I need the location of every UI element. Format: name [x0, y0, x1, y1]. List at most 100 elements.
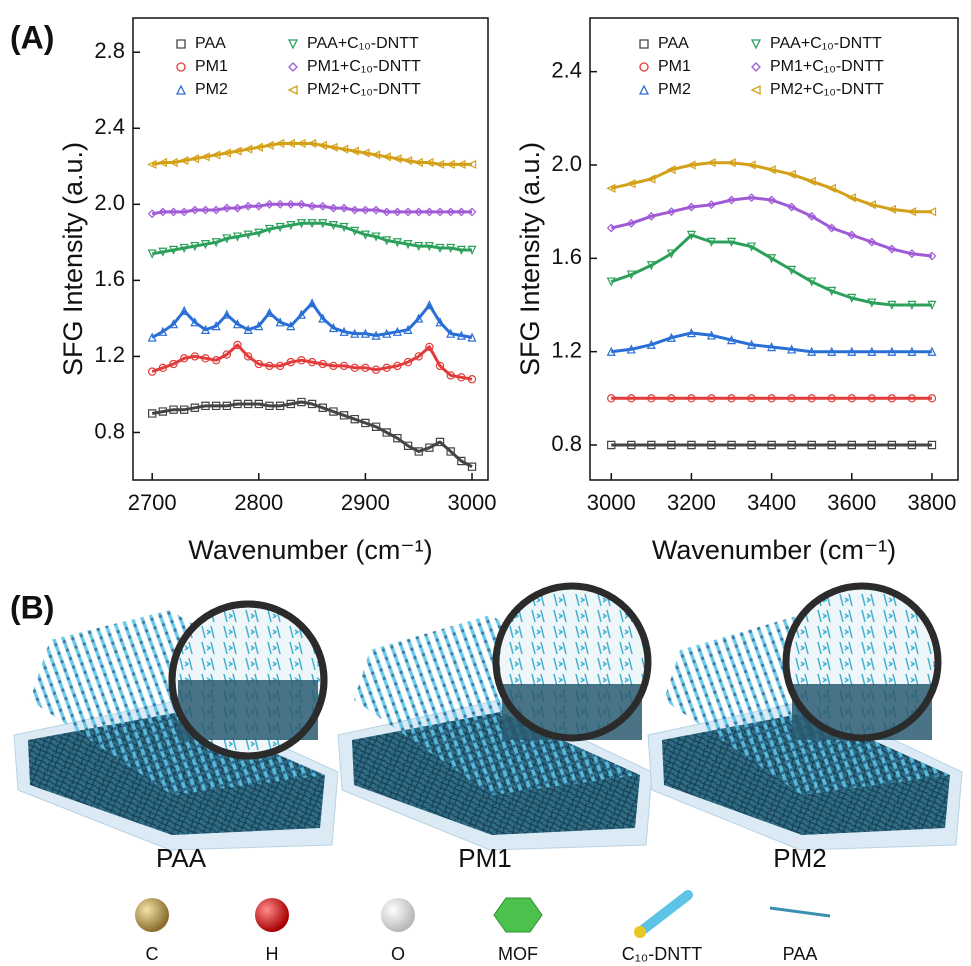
- data-point: [607, 440, 616, 450]
- data-point: [286, 221, 296, 231]
- hydrogen-icon: [255, 898, 289, 932]
- data-point: [906, 207, 917, 217]
- x-tick-label: 3200: [667, 490, 716, 515]
- key-label: H: [266, 944, 279, 964]
- data-point: [414, 241, 424, 252]
- data-point: [647, 394, 656, 403]
- x-axis-label: Wavenumber (cm⁻¹): [652, 535, 896, 565]
- data-point: [827, 394, 836, 403]
- data-point: [806, 176, 816, 186]
- data-point: [275, 401, 285, 411]
- data-point: [307, 219, 317, 229]
- data-point: [190, 352, 200, 361]
- legend-label: PM2+C₁₀-DNTT: [307, 81, 421, 98]
- fit-line: [151, 142, 472, 166]
- data-point: [211, 356, 221, 365]
- y-tick-label: 2.4: [551, 57, 582, 82]
- data-point: [232, 232, 243, 242]
- data-point: [158, 407, 168, 416]
- data-point: [646, 211, 656, 221]
- data-point: [296, 309, 307, 319]
- fit-line: [610, 196, 933, 258]
- data-point: [361, 363, 370, 373]
- data-point: [666, 332, 676, 342]
- data-point: [360, 328, 370, 338]
- data-point: [328, 322, 338, 333]
- data-point: [371, 422, 381, 431]
- data-point: [307, 357, 317, 367]
- data-point: [767, 394, 776, 403]
- y-tick-label: 2.0: [94, 190, 125, 215]
- data-point: [392, 154, 402, 164]
- data-point: [767, 440, 776, 450]
- data-point: [222, 309, 232, 319]
- data-point: [867, 298, 877, 308]
- data-point: [456, 207, 466, 217]
- data-point: [467, 159, 477, 169]
- data-point: [456, 245, 466, 255]
- data-point: [667, 440, 676, 450]
- y-tick-label: 2.4: [94, 114, 125, 139]
- data-point: [360, 148, 370, 158]
- data-point: [371, 150, 381, 160]
- data-point: [867, 394, 877, 403]
- data-point: [646, 261, 656, 271]
- data-point: [307, 399, 317, 409]
- data-point: [307, 138, 317, 149]
- data-point: [200, 324, 211, 335]
- data-point: [686, 202, 696, 212]
- data-point: [371, 205, 381, 215]
- data-point: [435, 159, 445, 169]
- data-point: [425, 443, 434, 452]
- data-point: [927, 207, 937, 217]
- data-point: [296, 219, 307, 229]
- data-point: [169, 359, 178, 369]
- data-point: [339, 361, 349, 371]
- data-point: [211, 238, 221, 248]
- data-point: [179, 305, 189, 315]
- data-point: [296, 138, 306, 149]
- chart: 0.8 1.2 1.6 2.0 2.4 3000 3200 3400 3600 3800 Waven…: [515, 17, 959, 565]
- data-point: [435, 207, 445, 217]
- data-point: [686, 160, 696, 170]
- data-point: [807, 211, 817, 221]
- data-point: [297, 397, 306, 407]
- data-point: [907, 300, 917, 310]
- key-label: C: [146, 944, 159, 964]
- data-point: [446, 207, 456, 217]
- data-point: [190, 241, 200, 252]
- data-point: [435, 361, 445, 371]
- mof-icon: [493, 897, 543, 933]
- data-point: [254, 399, 263, 409]
- data-point: [686, 230, 696, 240]
- model-label: PM1: [458, 843, 511, 873]
- data-point: [232, 319, 243, 329]
- legend-label: PM1: [658, 58, 691, 75]
- data-point: [767, 342, 777, 352]
- illustration: [13, 582, 963, 851]
- x-tick-label: 2800: [234, 490, 283, 515]
- data-point: [393, 433, 402, 443]
- data-point: [747, 394, 756, 403]
- data-point: [787, 344, 797, 354]
- fit-line: [151, 202, 472, 216]
- data-point: [767, 195, 777, 205]
- data-point: [886, 204, 897, 214]
- data-point: [179, 207, 189, 217]
- data-point: [328, 142, 338, 152]
- data-point: [350, 363, 359, 373]
- data-point: [222, 350, 232, 359]
- data-point: [467, 462, 477, 471]
- legend-label: PM1+C₁₀-DNTT: [307, 58, 421, 75]
- data-point: [646, 174, 656, 184]
- data-point: [286, 399, 295, 409]
- data-point: [686, 328, 696, 338]
- data-point: [457, 456, 466, 466]
- legend-marker: [287, 39, 299, 50]
- data-point: [667, 394, 676, 403]
- legend-marker: [176, 39, 186, 49]
- legend-label: PAA+C₁₀-DNTT: [770, 35, 882, 52]
- data-point: [179, 156, 189, 166]
- data-point: [467, 245, 477, 255]
